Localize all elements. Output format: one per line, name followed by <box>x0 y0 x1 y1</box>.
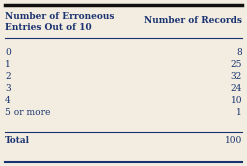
Text: 0: 0 <box>5 48 11 57</box>
Text: 4: 4 <box>5 96 11 105</box>
Text: 25: 25 <box>230 60 242 69</box>
Text: 1: 1 <box>5 60 11 69</box>
Text: 100: 100 <box>225 136 242 145</box>
Text: Number of Records: Number of Records <box>144 16 242 25</box>
Text: 5 or more: 5 or more <box>5 108 50 117</box>
Text: 2: 2 <box>5 72 11 81</box>
Text: 10: 10 <box>230 96 242 105</box>
Text: 1: 1 <box>236 108 242 117</box>
Text: Number of Erroneous: Number of Erroneous <box>5 12 114 21</box>
Text: 3: 3 <box>5 84 11 93</box>
Text: 8: 8 <box>236 48 242 57</box>
Text: Entries Out of 10: Entries Out of 10 <box>5 23 92 32</box>
Text: Total: Total <box>5 136 30 145</box>
Text: 24: 24 <box>231 84 242 93</box>
Text: 32: 32 <box>231 72 242 81</box>
